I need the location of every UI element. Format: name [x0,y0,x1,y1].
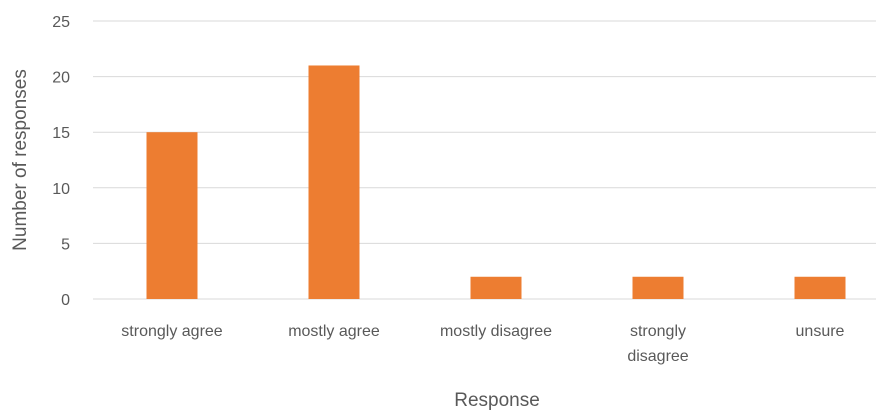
x-axis-title: Response [454,390,540,411]
x-category-label-line: strongly agree [121,323,222,340]
y-tick-label: 20 [52,70,70,87]
y-tick-label: 15 [52,125,70,142]
x-category-label-line: unsure [796,323,845,340]
x-axis-category-labels: strongly agree mostly agree mostly disagre… [121,323,844,365]
x-category-label-line: strongly [630,323,686,340]
y-tick-label: 5 [61,236,70,253]
x-category-label: unsure [796,323,845,340]
x-category-label-line: mostly disagree [440,323,552,340]
y-tick-label: 10 [52,181,70,198]
x-category-label: mostly disagree [440,323,552,340]
x-category-label: strongly agree [121,323,222,340]
gridlines [93,20,876,300]
x-category-label: mostly agree [288,323,380,340]
y-axis-tick-labels: 0 5 10 15 20 25 [52,14,70,309]
bar-strongly-agree [146,132,198,299]
y-tick-label: 0 [61,292,70,309]
y-tick-label: 25 [52,14,70,31]
bar-mostly-disagree [470,276,522,299]
bar-mostly-agree [308,65,360,299]
bar-unsure [794,276,846,299]
bar-strongly-disagree [632,276,684,299]
x-category-label-line: mostly agree [288,323,380,340]
x-category-label-line: disagree [627,348,688,365]
x-category-label: strongly disagree [627,323,688,365]
bars [146,65,846,299]
y-axis-title: Number of responses [10,69,31,251]
